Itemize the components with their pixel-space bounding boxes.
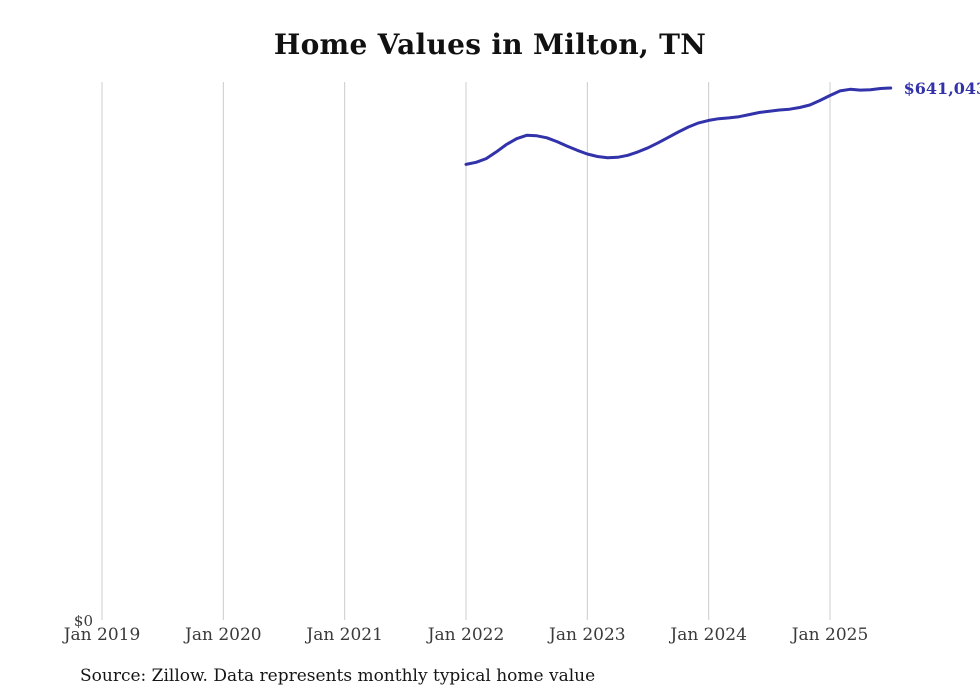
x-tick-label: Jan 2025 [790,625,869,645]
home-value-series-line [464,86,893,166]
y-zero-label: $0 [74,612,93,630]
x-tick-label: Jan 2024 [668,625,747,645]
x-tick-label: Jan 2019 [62,625,141,645]
x-tick-label: Jan 2022 [426,625,505,645]
source-note: Source: Zillow. Data represents monthly … [80,666,596,686]
end-value-label: $641,043 [904,79,980,98]
chart-title: Home Values in Milton, TN [273,28,707,61]
x-tick-label: Jan 2020 [183,625,262,645]
x-tick-label: Jan 2023 [547,625,626,645]
x-tick-label: Jan 2021 [304,625,383,645]
